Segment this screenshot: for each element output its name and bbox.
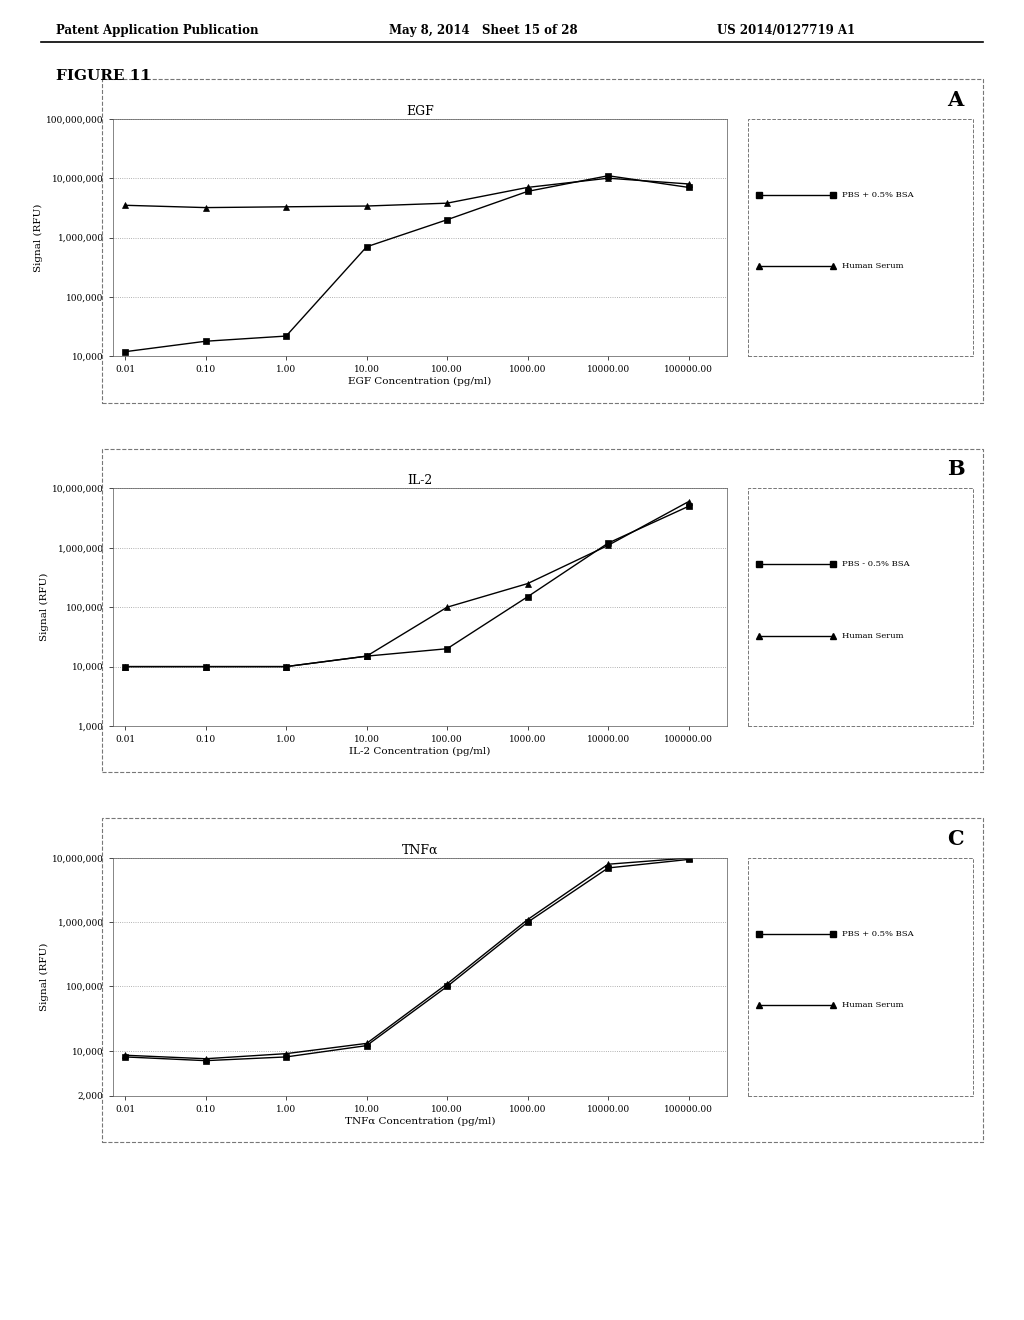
- X-axis label: TNFα Concentration (pg/ml): TNFα Concentration (pg/ml): [345, 1117, 495, 1126]
- Y-axis label: Signal (RFU): Signal (RFU): [40, 573, 49, 642]
- Text: FIGURE 11: FIGURE 11: [56, 69, 152, 83]
- Text: A: A: [947, 90, 964, 110]
- Title: EGF: EGF: [406, 104, 434, 117]
- X-axis label: IL-2 Concentration (pg/ml): IL-2 Concentration (pg/ml): [349, 747, 490, 756]
- Text: B: B: [947, 459, 965, 479]
- Y-axis label: Signal (RFU): Signal (RFU): [40, 942, 49, 1011]
- Text: Human Serum: Human Serum: [842, 263, 903, 271]
- Text: PBS - 0.5% BSA: PBS - 0.5% BSA: [842, 561, 909, 569]
- Title: TNFα: TNFα: [401, 843, 438, 857]
- Y-axis label: Signal (RFU): Signal (RFU): [34, 203, 43, 272]
- X-axis label: EGF Concentration (pg/ml): EGF Concentration (pg/ml): [348, 378, 492, 387]
- Text: US 2014/0127719 A1: US 2014/0127719 A1: [717, 24, 855, 37]
- Text: PBS + 0.5% BSA: PBS + 0.5% BSA: [842, 191, 913, 199]
- Text: May 8, 2014   Sheet 15 of 28: May 8, 2014 Sheet 15 of 28: [389, 24, 578, 37]
- Text: PBS + 0.5% BSA: PBS + 0.5% BSA: [842, 931, 913, 939]
- Text: Patent Application Publication: Patent Application Publication: [56, 24, 259, 37]
- Text: C: C: [947, 829, 964, 849]
- Title: IL-2: IL-2: [408, 474, 432, 487]
- Text: Human Serum: Human Serum: [842, 1002, 903, 1010]
- Text: Human Serum: Human Serum: [842, 632, 903, 640]
